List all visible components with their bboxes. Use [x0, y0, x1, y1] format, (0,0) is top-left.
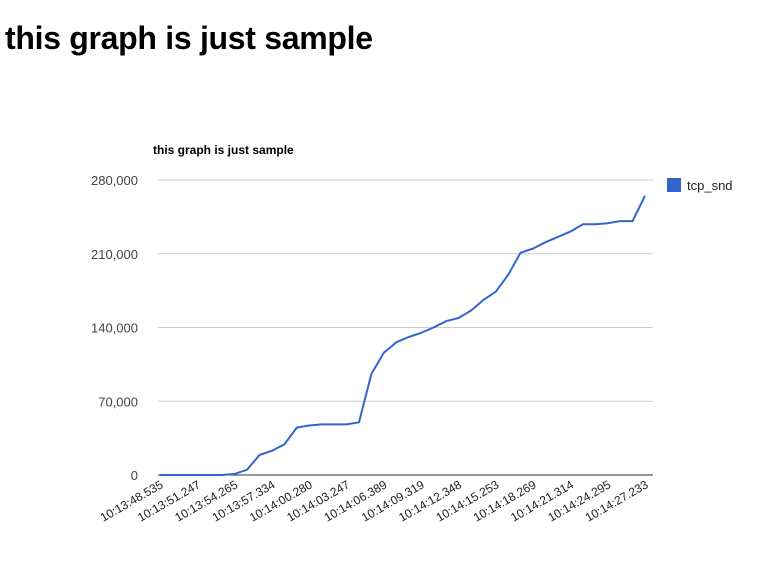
series-line-tcp_snd[interactable]: [160, 195, 646, 476]
y-tick-label: 280,000: [91, 173, 138, 188]
legend-label: tcp_snd: [687, 178, 733, 193]
x-axis-tick-labels: 10:13:48.53510:13:51.24710:13:54.26510:1…: [98, 477, 651, 524]
gridlines: [158, 179, 653, 402]
legend[interactable]: tcp_snd: [667, 178, 733, 193]
y-tick-label: 140,000: [91, 321, 138, 336]
page-heading: this graph is just sample: [5, 20, 373, 56]
y-tick-label: 0: [131, 468, 138, 483]
y-axis-tick-labels: 0 70,000 140,000 210,000 280,000: [91, 173, 138, 483]
y-tick-label: 210,000: [91, 247, 138, 262]
y-tick-label: 70,000: [98, 394, 138, 409]
chart-title: this graph is just sample: [153, 143, 294, 157]
series-lines: [160, 195, 646, 476]
legend-swatch: [667, 178, 681, 192]
